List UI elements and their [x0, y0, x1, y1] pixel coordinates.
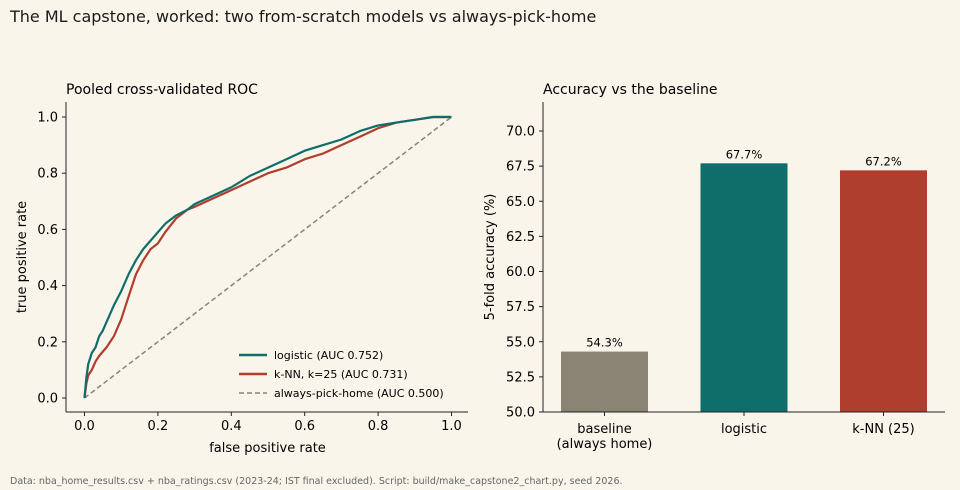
roc-series-line-0 [83, 115, 452, 399]
accuracy-bar-1 [700, 163, 788, 412]
accuracy-chart-title: Accuracy vs the baseline [543, 82, 717, 98]
roc-legend: logistic (AUC 0.752) k-NN, k=25 (AUC 0.73… [239, 349, 444, 400]
accuracy-bar-2 [840, 170, 927, 412]
roc-series-line-1 [83, 115, 452, 399]
accuracy-y-tick-label: 52.5 [506, 370, 535, 385]
roc-x-tick-label: 0.0 [74, 419, 95, 434]
accuracy-category-label-1: logistic [721, 422, 767, 437]
accuracy-y-tick-label: 65.0 [506, 195, 535, 210]
accuracy-value-label-1: 67.7% [726, 147, 763, 161]
roc-y-tick-label: 0.2 [37, 335, 58, 350]
roc-x-tick-label: 0.6 [294, 419, 315, 434]
accuracy-value-label-0: 54.3% [586, 336, 623, 350]
accuracy-category-label-0: baseline [577, 422, 631, 437]
roc-y-tick-label: 1.0 [37, 111, 58, 126]
accuracy-y-tick-label: 50.0 [506, 406, 535, 421]
legend-label-1: k-NN, k=25 (AUC 0.731) [274, 368, 408, 381]
accuracy-bars: 54.3% 67.7% 67.2% [561, 147, 927, 412]
accuracy-bar-0 [561, 351, 648, 412]
data-source-caption: Data: nba_home_results.csv + nba_ratings… [10, 476, 623, 487]
roc-x-axis-label: false positive rate [209, 441, 326, 456]
roc-x-tick-label: 0.8 [368, 419, 389, 434]
roc-curves [83, 115, 452, 399]
roc-chart-title: Pooled cross-validated ROC [66, 82, 258, 98]
roc-y-tick-label: 0.6 [37, 223, 58, 238]
accuracy-y-tick-label: 55.0 [506, 335, 535, 350]
accuracy-panel: Accuracy vs the baseline 54.3% 67.7% 67.2%… [483, 82, 945, 452]
roc-y-tick-label: 0.4 [37, 279, 58, 294]
accuracy-y-tick-label: 67.5 [506, 160, 535, 175]
roc-panel: Pooled cross-validated ROC 0.0 0.2 0.4 0.6 0… [15, 82, 468, 456]
roc-x-tick-label: 0.2 [148, 419, 169, 434]
legend-label-2: always-pick-home (AUC 0.500) [274, 387, 444, 400]
accuracy-category-label-0: (always home) [557, 437, 653, 452]
accuracy-y-axis-label: 5-fold accuracy (%) [483, 194, 498, 321]
roc-axes: 0.0 0.2 0.4 0.6 0.8 1.0 0.0 0.2 0.4 0.6 0.8 1.0 [37, 102, 468, 434]
accuracy-y-tick-label: 62.5 [506, 230, 535, 245]
roc-x-tick-label: 1.0 [441, 419, 462, 434]
figure-title: The ML capstone, worked: two from-scratc… [10, 7, 597, 26]
accuracy-y-tick-label: 57.5 [506, 300, 535, 315]
roc-y-axis-label: true positive rate [15, 201, 30, 313]
roc-x-tick-label: 0.4 [221, 419, 242, 434]
roc-y-tick-label: 0.8 [37, 167, 58, 182]
accuracy-axes: 50.0 52.5 55.0 57.5 60.0 62.5 65.0 67.5 70.0 base… [506, 102, 945, 452]
accuracy-value-label-2: 67.2% [865, 154, 902, 168]
accuracy-y-tick-label: 60.0 [506, 265, 535, 280]
accuracy-category-label-2: k-NN (25) [852, 422, 915, 437]
legend-label-0: logistic (AUC 0.752) [274, 349, 383, 362]
roc-series-line-2 [84, 116, 452, 399]
roc-y-tick-label: 0.0 [37, 392, 58, 407]
accuracy-y-tick-label: 70.0 [506, 125, 535, 140]
